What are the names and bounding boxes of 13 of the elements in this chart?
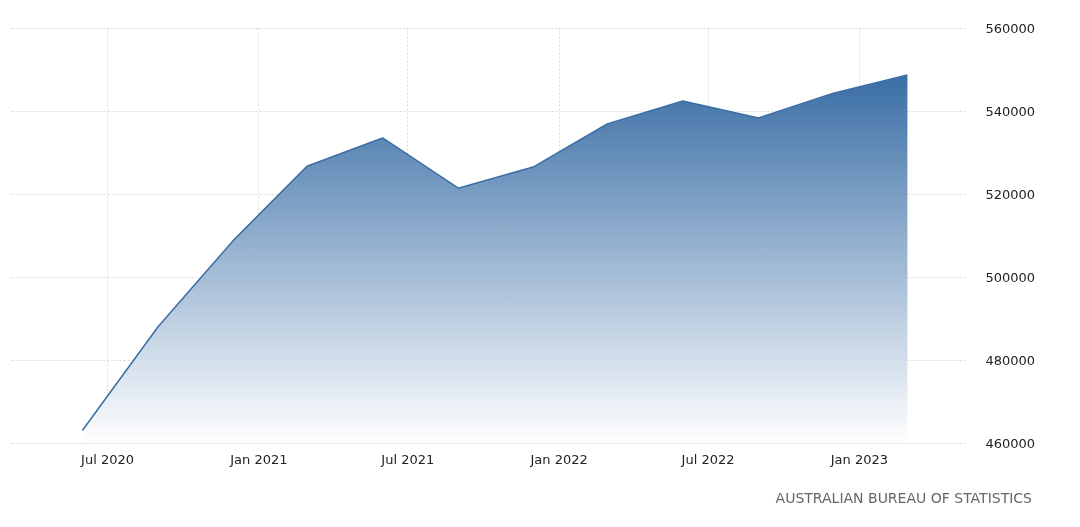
y-tick-label: 520000 <box>985 186 1036 202</box>
x-tick-label: Jan 2022 <box>529 451 588 467</box>
x-tick-label: Jul 2020 <box>80 451 135 467</box>
x-tick-label: Jan 2021 <box>229 451 288 467</box>
text: AUSTRALIAN BUREAU OF STATISTICS <box>775 490 1032 506</box>
y-tick-label: 540000 <box>985 103 1036 119</box>
y-tick-label: 500000 <box>985 269 1036 285</box>
x-tick-label: Jul 2021 <box>380 451 435 467</box>
y-tick-label: 560000 <box>985 20 1036 36</box>
x-tick-label: Jan 2023 <box>829 451 889 467</box>
y-tick-label: 460000 <box>985 435 1036 451</box>
x-tick-label: Jul 2022 <box>680 451 735 467</box>
y-tick-label: 480000 <box>985 352 1036 368</box>
